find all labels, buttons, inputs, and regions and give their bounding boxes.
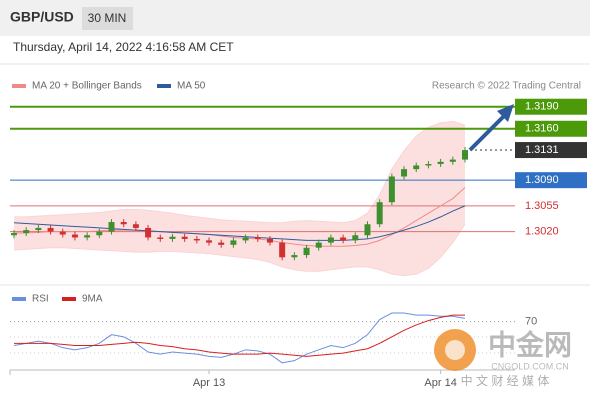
rsi-line — [14, 314, 465, 357]
candle-body — [181, 236, 188, 239]
candle-body — [96, 231, 103, 236]
candle-body — [157, 237, 164, 239]
candle-body — [401, 169, 408, 177]
candle-body — [425, 164, 432, 166]
level-box — [515, 98, 587, 115]
candle-body — [23, 230, 30, 234]
x-tick-label: Apr 13 — [193, 377, 225, 389]
legend-label: RSI — [32, 294, 49, 305]
candle-body — [376, 202, 383, 225]
band-fill — [14, 121, 465, 276]
candle-body — [193, 238, 200, 241]
level-label: 1.3020 — [525, 225, 559, 237]
forecast-arrow — [468, 113, 507, 152]
watermark-text: 中金网 — [488, 328, 572, 360]
level-label: 1.3090 — [525, 174, 559, 186]
candle-body — [327, 237, 334, 243]
candle-body — [169, 236, 176, 239]
legend-swatch — [157, 84, 171, 88]
level-label: 1.3160 — [525, 123, 559, 135]
level-box — [515, 142, 587, 159]
ma-line — [14, 187, 466, 247]
band-upper — [14, 120, 466, 224]
candle-body — [108, 222, 115, 232]
watermark: 中金网 CNGOLD.COM.CN 中 文 财 经 媒 体 — [434, 328, 572, 388]
rsi-line — [13, 312, 466, 364]
candle-body — [462, 150, 468, 160]
legend-swatch — [12, 297, 26, 301]
level-box — [515, 120, 587, 137]
candle-body — [266, 238, 273, 243]
candle-body — [84, 235, 91, 238]
level-label: 1.3131 — [525, 144, 559, 156]
ma-line — [13, 205, 466, 241]
candle-body — [35, 227, 42, 231]
candle-body — [279, 242, 286, 258]
forecast-arrowhead — [497, 104, 514, 122]
timeframe-box — [82, 7, 133, 30]
candle-body — [449, 159, 456, 162]
candle-body — [352, 235, 359, 241]
level-box — [515, 172, 587, 189]
candle-body — [132, 224, 139, 228]
level-label: 1.3190 — [525, 101, 559, 113]
legend-swatch — [62, 297, 76, 301]
candle-body — [206, 240, 213, 243]
legend-label: MA 50 — [177, 81, 206, 92]
candle-body — [291, 255, 298, 258]
candle-body — [437, 161, 444, 165]
x-tick-label: Apr 14 — [424, 377, 456, 389]
legend-swatch — [12, 84, 26, 88]
candle-body — [242, 237, 249, 241]
level-label: 1.3055 — [525, 200, 559, 212]
candle-body — [59, 231, 66, 235]
watermark-site: CNGOLD.COM.CN — [491, 361, 569, 371]
candle-body — [218, 242, 225, 245]
watermark-tagline: 中 文 财 经 媒 体 — [461, 373, 550, 388]
band-lower — [13, 223, 466, 277]
candle-body — [254, 237, 261, 239]
symbol: GBP/USD — [10, 9, 74, 25]
candle-body — [388, 176, 395, 203]
candle-body — [315, 242, 322, 248]
legend-label: 9MA — [82, 294, 103, 305]
candle-body — [340, 237, 347, 241]
watermark-logo-inner — [445, 340, 465, 360]
candle-body — [145, 227, 152, 238]
candle-body — [47, 227, 54, 232]
candle-body — [364, 224, 371, 236]
source: Research © 2022 Trading Central — [432, 81, 581, 92]
date: Thursday, April 14, 2022 4:16:58 AM CET — [13, 40, 234, 54]
candle-body — [11, 233, 17, 236]
candle-body — [303, 247, 310, 256]
legend-label: MA 20 + Bollinger Bands — [32, 81, 142, 92]
candle-body — [413, 165, 420, 170]
candle-body — [71, 234, 78, 238]
rsi-tick-label: 70 — [525, 316, 537, 328]
timeframe: 30 MIN — [88, 11, 127, 25]
candle-body — [120, 222, 127, 225]
candle-body — [230, 240, 237, 245]
